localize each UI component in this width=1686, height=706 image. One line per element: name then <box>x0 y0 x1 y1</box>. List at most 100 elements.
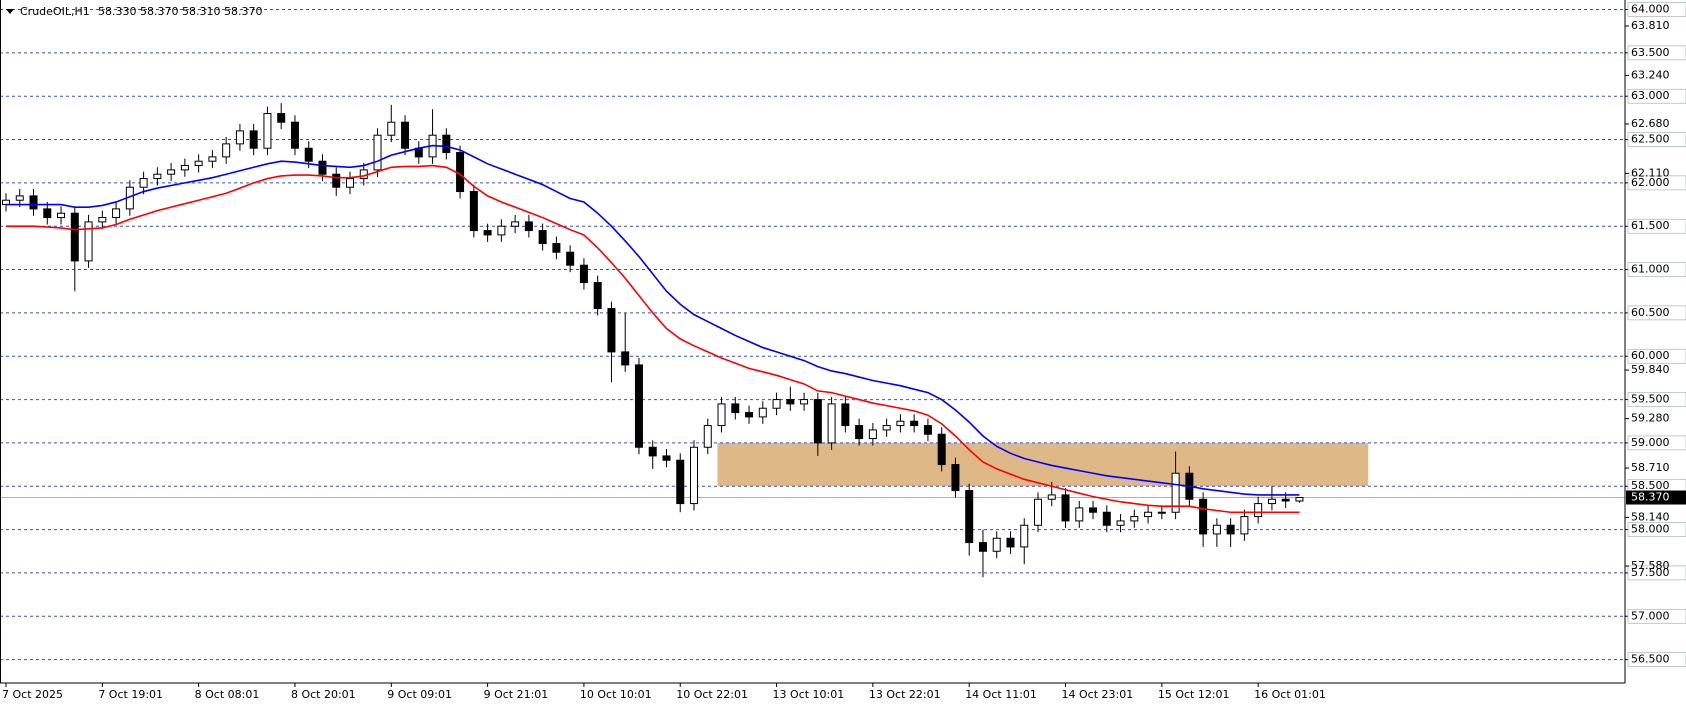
y-tick-label: 59.500 <box>1631 393 1670 406</box>
candle-body <box>1047 494 1056 500</box>
candle-body <box>1157 511 1166 514</box>
candle-body <box>566 251 575 266</box>
candle-body <box>1226 524 1235 535</box>
y-tick-label: 58.500 <box>1631 479 1670 492</box>
y-tick-box <box>1627 175 1686 191</box>
last-price-box <box>1626 490 1686 505</box>
candle-body <box>910 420 919 427</box>
candle-body <box>208 156 217 162</box>
candle-body <box>222 143 231 158</box>
y-tick-box <box>1627 88 1686 104</box>
x-tick-label: 14 Oct 11:01 <box>965 688 1037 701</box>
candle-body <box>1020 524 1029 548</box>
candle-body <box>29 195 38 210</box>
candle-body <box>676 459 685 505</box>
candle-body <box>923 425 932 435</box>
candle-body <box>442 134 451 154</box>
candle-body <box>937 433 946 466</box>
x-tick-label: 16 Oct 01:01 <box>1254 688 1326 701</box>
candle-body <box>593 282 602 310</box>
moving-average <box>6 164 1300 514</box>
x-tick-label: 13 Oct 10:01 <box>773 688 845 701</box>
y-tick-label: 60.500 <box>1631 306 1670 319</box>
candle-body <box>841 403 850 427</box>
y-tick-label: 56.500 <box>1631 653 1670 666</box>
candle-body <box>483 230 492 236</box>
candle-body <box>1075 507 1084 522</box>
candle-body <box>469 191 478 232</box>
y-tick-box <box>1627 218 1686 234</box>
candle-body <box>717 403 726 427</box>
plot <box>0 9 1625 661</box>
y-tick-box <box>1627 348 1686 364</box>
y-tick-label: 59.000 <box>1631 436 1670 449</box>
y-tick-box <box>1627 305 1686 321</box>
candle-body <box>456 152 465 193</box>
candle-body <box>992 537 1001 552</box>
candle-body <box>290 121 299 149</box>
y-tick-box <box>1627 132 1686 147</box>
candle-body <box>1254 503 1263 518</box>
candle-body <box>1006 537 1015 548</box>
candle-body <box>1144 511 1153 518</box>
candle-body <box>332 173 341 188</box>
y-tick-label: 58.140 <box>1631 510 1670 523</box>
candle-body <box>1061 494 1070 522</box>
candle-body <box>318 160 327 175</box>
candle-body <box>153 173 162 180</box>
candle-body <box>634 364 643 448</box>
candle-body <box>43 208 52 219</box>
candle-body <box>139 178 148 188</box>
candle-body <box>304 147 313 162</box>
candle-body <box>249 130 258 149</box>
candle-body <box>263 113 272 149</box>
y-tick-label: 63.810 <box>1631 19 1670 32</box>
candle-body <box>1102 511 1111 526</box>
candle-body <box>813 399 822 444</box>
candle-body <box>15 195 24 201</box>
candle-body <box>57 212 66 219</box>
x-tick-label: 10 Oct 22:01 <box>676 688 748 701</box>
x-tick-label: 14 Oct 23:01 <box>1062 688 1134 701</box>
candle-body <box>235 130 244 145</box>
y-tick-label: 62.680 <box>1631 117 1670 130</box>
candle-body <box>387 121 396 136</box>
candle-body <box>800 399 809 405</box>
candle-body <box>373 134 382 171</box>
candle-body <box>690 446 698 505</box>
candle-body <box>359 169 368 180</box>
moving-average <box>6 144 1300 496</box>
y-tick-label: 63.000 <box>1631 89 1670 102</box>
candle-body <box>112 208 121 219</box>
candle-body <box>882 425 891 431</box>
candle-body <box>827 403 836 444</box>
candle-body <box>70 212 79 262</box>
candle-body <box>607 308 616 353</box>
x-tick-label: 8 Oct 08:01 <box>195 688 260 701</box>
candle-body <box>1212 524 1221 535</box>
candle-body <box>511 221 520 227</box>
y-tick-label: 59.280 <box>1631 412 1670 425</box>
candle-body <box>1116 520 1125 526</box>
y-tick-label: 60.000 <box>1631 349 1670 362</box>
x-tick-label: 8 Oct 20:01 <box>291 688 356 701</box>
candle-body <box>786 399 795 405</box>
candle-body <box>84 221 93 262</box>
candle-body <box>98 217 107 223</box>
ohlc-header: 58.330 58.370 58.310 58.370 <box>98 5 262 18</box>
candle-body <box>896 420 905 427</box>
candle-body <box>1295 497 1304 502</box>
candle-body <box>621 351 630 366</box>
y-tick-label: 62.500 <box>1631 133 1670 146</box>
y-tick-label: 57.000 <box>1631 609 1670 622</box>
candle-body <box>346 178 354 188</box>
y-tick-box <box>1627 608 1686 624</box>
candle-body <box>1281 498 1290 502</box>
candle-body <box>1240 516 1249 535</box>
candle-body <box>524 221 533 232</box>
y-tick-label: 61.500 <box>1631 219 1670 232</box>
x-tick-label: 7 Oct 2025 <box>2 688 63 701</box>
candle-body <box>772 399 781 409</box>
y-tick-box <box>1627 435 1686 451</box>
